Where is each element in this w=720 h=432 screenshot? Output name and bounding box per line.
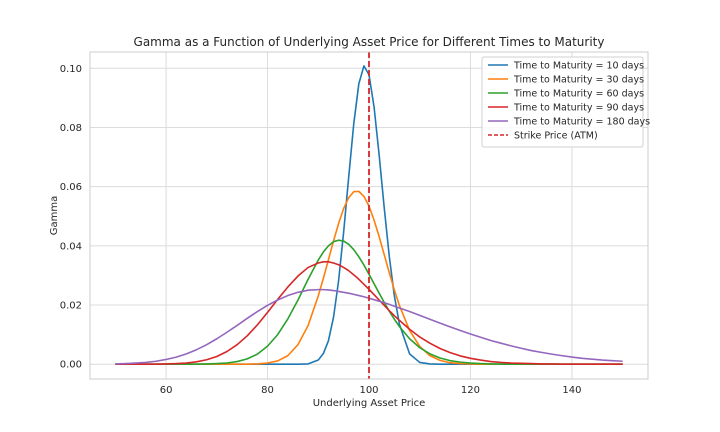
series-line-4: [115, 261, 623, 366]
plot-frame: [89, 51, 649, 380]
legend-entry-label: Time to Maturity = 90 days: [513, 103, 644, 114]
y-axis-label: Gamma: [49, 196, 60, 236]
series-line-5: [115, 288, 623, 365]
series-layer: [115, 65, 623, 366]
x-tick-label: 120: [461, 385, 480, 396]
y-tick-label: 0.04: [60, 241, 82, 252]
legend-entry-label: Time to Maturity = 60 days: [513, 89, 644, 100]
y-tick-label: 0.00: [60, 360, 82, 371]
y-axis-ticks: 0.00 0.02 0.04 0.06 0.08 0.10: [60, 64, 82, 371]
legend-entry-label: Time to Maturity = 10 days: [513, 61, 644, 72]
y-tick-label: 0.08: [60, 123, 82, 134]
y-tick-label: 0.06: [60, 182, 82, 193]
y-tick-label: 0.02: [60, 301, 82, 312]
x-tick-label: 140: [562, 385, 581, 396]
legend-entry-label: Strike Price (ATM): [514, 131, 598, 142]
legend-box: [481, 56, 644, 148]
legend-entry-label: Time to Maturity = 180 days: [513, 117, 650, 128]
legend-entry-label: Time to Maturity = 30 days: [513, 75, 644, 86]
x-axis-label: Underlying Asset Price: [313, 398, 426, 409]
y-tick-label: 0.10: [60, 64, 82, 75]
x-tick-label: 80: [261, 385, 274, 396]
x-tick-label: 100: [359, 385, 378, 396]
x-axis-ticks: 60 80 100 120 140: [160, 385, 582, 396]
legend: Time to Maturity = 10 days Time to Maturi…: [481, 56, 650, 148]
chart-title: Gamma as a Function of Underlying Asset …: [134, 35, 605, 49]
x-tick-label: 60: [160, 385, 173, 396]
